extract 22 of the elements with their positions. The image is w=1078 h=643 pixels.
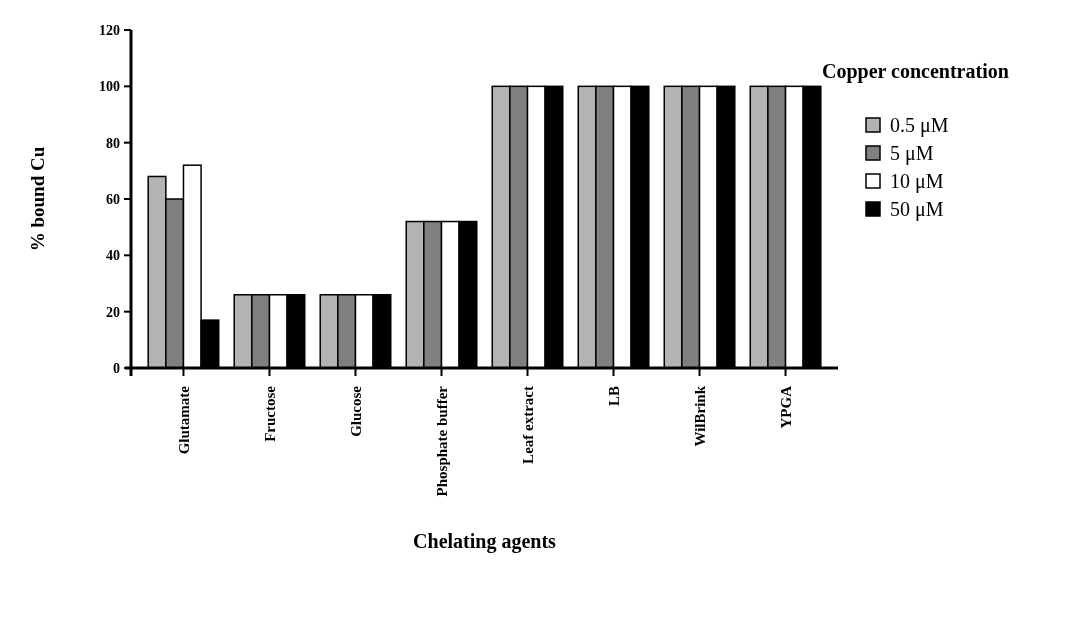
x-axis-title: Chelating agents: [413, 530, 557, 553]
x-tick-label: YPGA: [777, 385, 794, 429]
legend-label: 5 μM: [890, 142, 934, 165]
y-tick-label: 100: [99, 79, 120, 95]
x-tick-label: LB: [605, 386, 622, 407]
y-tick-label: 60: [106, 191, 120, 207]
legend-label: 0.5 μM: [890, 114, 949, 137]
y-tick-label: 0: [113, 360, 120, 376]
x-tick-label: Glucose: [347, 385, 364, 437]
x-tick-label: WilBrink: [691, 385, 708, 447]
x-tick-label: Fructose: [261, 385, 278, 442]
y-tick-label: 40: [106, 248, 120, 264]
y-axis-title: % bound Cu: [27, 146, 48, 252]
y-tick-label: 20: [106, 304, 120, 320]
y-tick-label: 120: [99, 22, 120, 38]
x-tick-label: Leaf extract: [519, 386, 536, 464]
legend-label: 10 μM: [890, 170, 944, 193]
x-tick-label: Phosphate buffer: [433, 385, 450, 497]
legend-label: 50 μM: [890, 198, 944, 221]
y-tick-label: 80: [106, 135, 120, 151]
legend-title: Copper concentration: [822, 60, 1009, 83]
x-tick-label: Glutamate: [175, 385, 192, 455]
